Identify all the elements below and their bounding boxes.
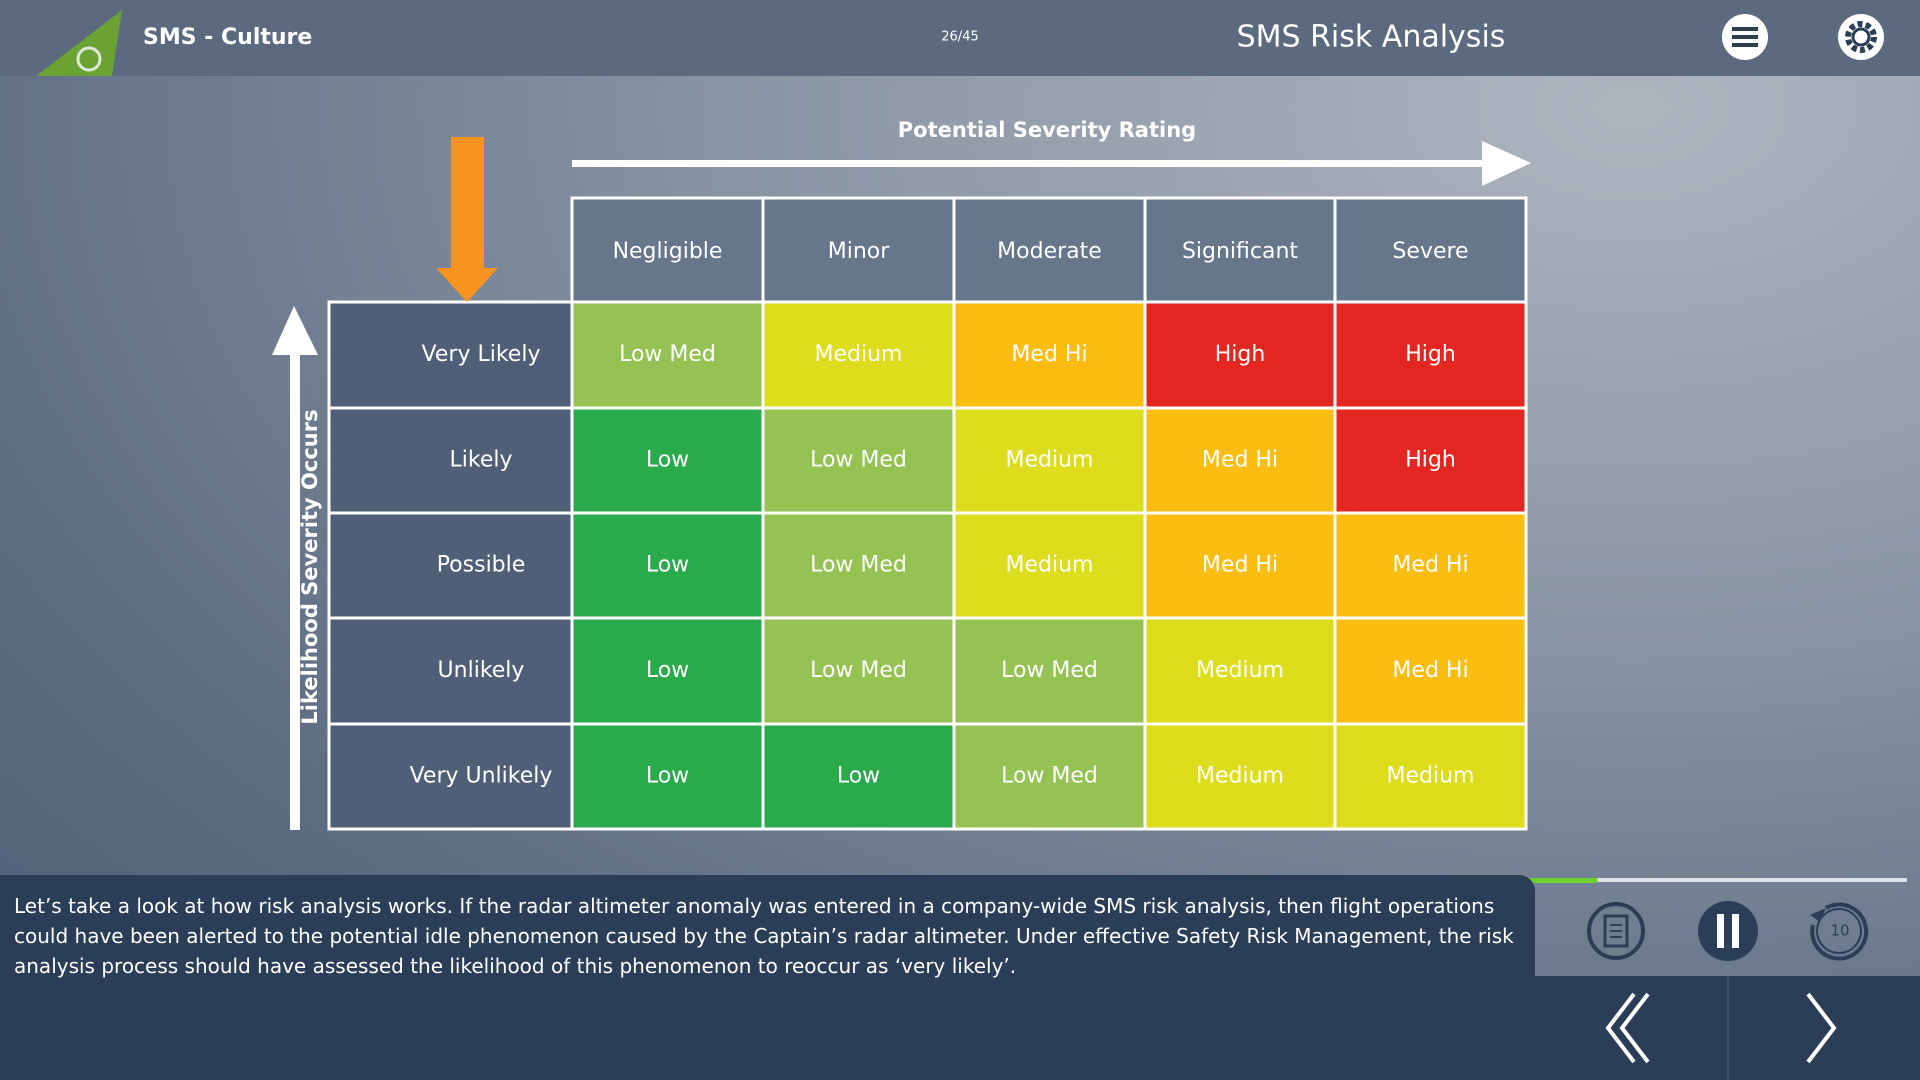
column-header-cell xyxy=(570,196,765,304)
row-header-cell xyxy=(327,511,574,620)
y-axis-label: Likelihood Severity Occurs xyxy=(298,409,322,724)
risk-label: Low Med xyxy=(1001,658,1098,683)
risk-cell xyxy=(761,300,956,410)
risk-label: Medium xyxy=(1196,658,1284,683)
risk-cell xyxy=(1143,406,1337,515)
row-header: Unlikely xyxy=(438,658,525,683)
row-header: Very Likely xyxy=(422,342,541,367)
row-header-cell xyxy=(327,616,574,726)
header-bar xyxy=(0,0,1920,76)
risk-label: Low xyxy=(837,764,880,789)
row-header: Very Unlikely xyxy=(410,764,553,789)
risk-label: Med Hi xyxy=(1011,342,1087,367)
column-header: Significant xyxy=(1182,239,1298,264)
risk-label: Low Med xyxy=(1001,764,1098,789)
rewind-label: 10 xyxy=(1830,922,1849,940)
risk-label: Low xyxy=(646,448,689,473)
course-title: SMS - Culture xyxy=(143,25,312,50)
risk-cell xyxy=(761,616,956,726)
risk-cell xyxy=(1143,300,1337,410)
progress-track xyxy=(1525,878,1907,882)
risk-label: Medium xyxy=(815,342,903,367)
highlight-arrow xyxy=(436,137,498,302)
risk-label: High xyxy=(1405,342,1456,367)
column-header-cell xyxy=(761,196,956,304)
risk-cell xyxy=(570,722,765,831)
risk-label: Low xyxy=(646,658,689,683)
column-header: Moderate xyxy=(997,239,1102,264)
narration: Let’s take a look at how risk analysis w… xyxy=(0,875,1535,1080)
page-counter: 26/45 xyxy=(941,30,978,45)
menu-button[interactable] xyxy=(1722,14,1768,60)
y-axis-arrow xyxy=(272,306,318,830)
slide-title: SMS Risk Analysis xyxy=(1237,20,1506,55)
pause-button[interactable] xyxy=(1698,901,1758,961)
column-header: Minor xyxy=(828,239,890,264)
risk-label: Medium xyxy=(1196,764,1284,789)
column-header: Severe xyxy=(1392,239,1468,264)
risk-label: Med Hi xyxy=(1202,448,1278,473)
risk-label: Medium xyxy=(1387,764,1475,789)
column-header-cell xyxy=(1143,196,1337,304)
risk-label: Low Med xyxy=(810,553,907,578)
risk-cell xyxy=(761,722,956,831)
transcript-button[interactable] xyxy=(1587,902,1645,960)
risk-cell xyxy=(570,406,765,515)
risk-label: Medium xyxy=(1006,448,1094,473)
rewind-button[interactable]: 10 xyxy=(1810,902,1869,961)
risk-cell xyxy=(570,511,765,620)
logo-icon xyxy=(76,46,102,72)
column-header: Negligible xyxy=(613,239,723,264)
progress-fill xyxy=(1525,878,1598,883)
risk-cell xyxy=(761,511,956,620)
row-header: Likely xyxy=(450,448,513,473)
row-header-cell xyxy=(327,406,574,515)
risk-label: Low xyxy=(646,553,689,578)
risk-label: Low xyxy=(646,764,689,789)
risk-label: Medium xyxy=(1006,553,1094,578)
risk-cell xyxy=(952,722,1147,831)
risk-cell xyxy=(952,406,1147,515)
x-axis-label: Potential Severity Rating xyxy=(898,118,1196,142)
risk-label: High xyxy=(1405,448,1456,473)
row-header-cell xyxy=(327,722,574,831)
risk-matrix: Negligible Minor Moderate Significant Severe… xyxy=(272,118,1531,831)
prev-button[interactable] xyxy=(1619,992,1650,1064)
risk-cell xyxy=(1333,300,1528,410)
risk-cell xyxy=(1333,406,1528,515)
risk-cell xyxy=(952,300,1147,410)
row-header: Possible xyxy=(437,553,526,578)
risk-cell xyxy=(1143,616,1337,726)
risk-label: Med Hi xyxy=(1392,658,1468,683)
risk-label: Med Hi xyxy=(1202,553,1278,578)
prev-button-inner[interactable] xyxy=(1605,992,1636,1064)
risk-label: Low Med xyxy=(810,448,907,473)
risk-label: Low Med xyxy=(619,342,716,367)
risk-label: Low Med xyxy=(810,658,907,683)
risk-cell xyxy=(1143,722,1337,831)
risk-cell xyxy=(1333,722,1528,831)
settings-button[interactable] xyxy=(1838,14,1884,60)
next-button[interactable] xyxy=(1806,992,1837,1064)
risk-label: Med Hi xyxy=(1392,553,1468,578)
nav-panel xyxy=(1525,976,1920,1080)
x-axis-arrow xyxy=(572,141,1531,186)
risk-cell xyxy=(1333,616,1528,726)
risk-label: High xyxy=(1215,342,1266,367)
column-header-cell xyxy=(1333,196,1528,304)
